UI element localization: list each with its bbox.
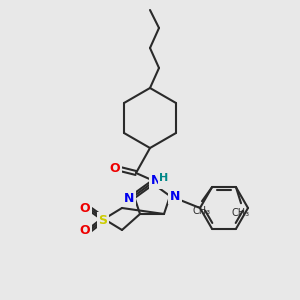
Text: N: N [124,191,134,205]
Text: O: O [110,163,120,176]
Text: CH₃: CH₃ [193,206,211,216]
Text: N: N [170,190,180,202]
Text: S: S [98,214,107,226]
Text: CH₃: CH₃ [232,208,250,218]
Text: H: H [159,173,169,183]
Text: O: O [80,202,90,215]
Text: O: O [80,224,90,236]
Text: N: N [151,175,161,188]
